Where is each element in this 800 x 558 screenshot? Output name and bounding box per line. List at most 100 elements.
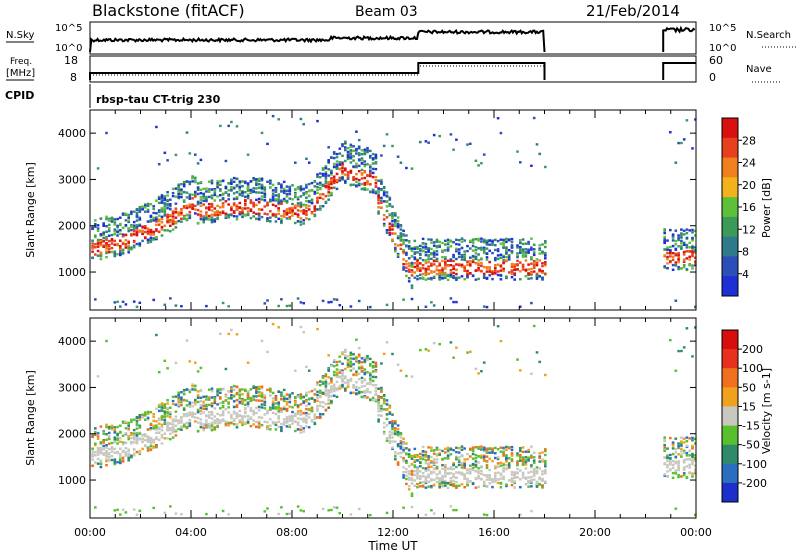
heatmap-cell bbox=[174, 226, 178, 229]
heatmap-cell bbox=[294, 420, 297, 423]
heatmap-cell bbox=[324, 200, 328, 204]
heatmap-cell bbox=[238, 388, 242, 391]
heatmap-cell bbox=[155, 333, 158, 337]
heatmap-cell bbox=[535, 466, 539, 469]
heatmap-cell bbox=[110, 424, 114, 427]
heatmap-cell bbox=[235, 405, 239, 408]
heatmap-cell bbox=[213, 399, 217, 402]
heatmap-cell bbox=[257, 405, 261, 409]
heatmap-cell bbox=[235, 392, 239, 396]
heatmap-cell bbox=[474, 246, 478, 249]
heatmap-cell bbox=[466, 481, 469, 484]
heatmap-cell bbox=[305, 365, 308, 368]
heatmap-cell bbox=[430, 262, 433, 265]
heatmap-cell bbox=[341, 385, 344, 388]
heatmap-cell bbox=[391, 238, 394, 241]
heatmap-cell bbox=[207, 214, 211, 218]
heatmap-cell bbox=[113, 223, 117, 226]
heatmap-cell bbox=[199, 158, 203, 162]
heatmap-cell bbox=[677, 473, 680, 477]
heatmap-cell bbox=[360, 361, 364, 364]
heatmap-cell bbox=[269, 199, 272, 202]
heatmap-cell bbox=[463, 486, 466, 489]
heatmap-cell bbox=[166, 421, 169, 424]
heatmap-cell bbox=[224, 200, 228, 203]
heatmap-cell bbox=[510, 251, 514, 255]
heatmap-cell bbox=[377, 414, 380, 417]
heatmap-cell bbox=[419, 348, 422, 352]
heatmap-cell bbox=[277, 403, 280, 406]
heatmap-cell bbox=[527, 456, 530, 459]
heatmap-cell bbox=[446, 449, 450, 452]
heatmap-cell bbox=[271, 403, 275, 406]
heatmap-cell bbox=[96, 446, 100, 450]
heatmap-cell bbox=[499, 461, 503, 464]
heatmap-cell bbox=[444, 468, 447, 471]
heatmap-cell bbox=[535, 258, 539, 261]
heatmap-cell bbox=[516, 358, 519, 361]
heatmap-cell bbox=[230, 186, 233, 189]
heatmap-cell bbox=[663, 240, 666, 243]
heatmap-cell bbox=[691, 250, 694, 253]
nave-tick-top: 60 bbox=[709, 54, 723, 67]
heatmap-cell bbox=[327, 185, 330, 188]
heatmap-cell bbox=[94, 433, 97, 436]
heatmap-cell bbox=[344, 376, 347, 380]
heatmap-cell bbox=[277, 118, 280, 121]
heatmap-cell bbox=[382, 224, 386, 227]
heatmap-cell bbox=[288, 185, 292, 189]
heatmap-cell bbox=[682, 467, 686, 471]
heatmap-cell bbox=[538, 478, 541, 481]
heatmap-cell bbox=[160, 423, 164, 426]
heatmap-cell bbox=[163, 410, 167, 414]
heatmap-cell bbox=[169, 297, 172, 300]
heatmap-cell bbox=[219, 419, 222, 422]
heatmap-cell bbox=[438, 240, 441, 244]
heatmap-cell bbox=[544, 261, 547, 264]
heatmap-cell bbox=[432, 304, 436, 307]
heatmap-cell bbox=[680, 447, 683, 451]
heatmap-cell bbox=[524, 459, 528, 462]
heatmap-cell bbox=[424, 254, 428, 257]
heatmap-cell bbox=[299, 409, 303, 412]
heatmap-cell bbox=[502, 452, 505, 456]
heatmap-cell bbox=[119, 229, 122, 232]
heatmap-cell bbox=[544, 453, 547, 457]
heatmap-cell bbox=[238, 182, 242, 185]
heatmap-cell bbox=[441, 481, 444, 484]
heatmap-cell bbox=[513, 278, 516, 281]
heatmap-cell bbox=[344, 146, 347, 149]
heatmap-cell bbox=[444, 465, 447, 468]
heatmap-cell bbox=[496, 254, 500, 257]
heatmap-cell bbox=[144, 414, 147, 417]
heatmap-cell bbox=[257, 385, 261, 388]
heatmap-cell bbox=[135, 226, 139, 229]
heatmap-cell bbox=[246, 415, 250, 418]
heatmap-cell bbox=[669, 468, 672, 471]
heatmap-cell bbox=[366, 174, 369, 177]
heatmap-cell bbox=[677, 252, 680, 255]
heatmap-cell bbox=[394, 214, 397, 217]
heatmap-cell bbox=[488, 260, 491, 264]
heatmap-cell bbox=[441, 266, 444, 270]
heatmap-cell bbox=[332, 359, 336, 362]
heatmap-cell bbox=[188, 193, 192, 196]
heatmap-cell bbox=[316, 196, 319, 199]
colorbar-frame bbox=[721, 329, 739, 503]
heatmap-cell bbox=[271, 391, 275, 395]
heatmap-cell bbox=[210, 202, 214, 206]
heatmap-cell bbox=[94, 253, 97, 256]
heatmap-cell bbox=[677, 259, 680, 263]
heatmap-cell bbox=[132, 454, 136, 457]
heatmap-cell bbox=[91, 247, 94, 250]
heatmap-cell bbox=[671, 263, 675, 267]
heatmap-cell bbox=[102, 222, 105, 225]
heatmap-cell bbox=[252, 398, 255, 401]
heatmap-cell bbox=[419, 481, 422, 484]
heatmap-cell bbox=[427, 473, 430, 476]
heatmap-cell bbox=[121, 251, 125, 254]
heatmap-cell bbox=[255, 388, 258, 391]
heatmap-cell bbox=[427, 258, 430, 261]
heatmap-cell bbox=[338, 179, 342, 182]
heatmap-cell bbox=[246, 182, 250, 185]
